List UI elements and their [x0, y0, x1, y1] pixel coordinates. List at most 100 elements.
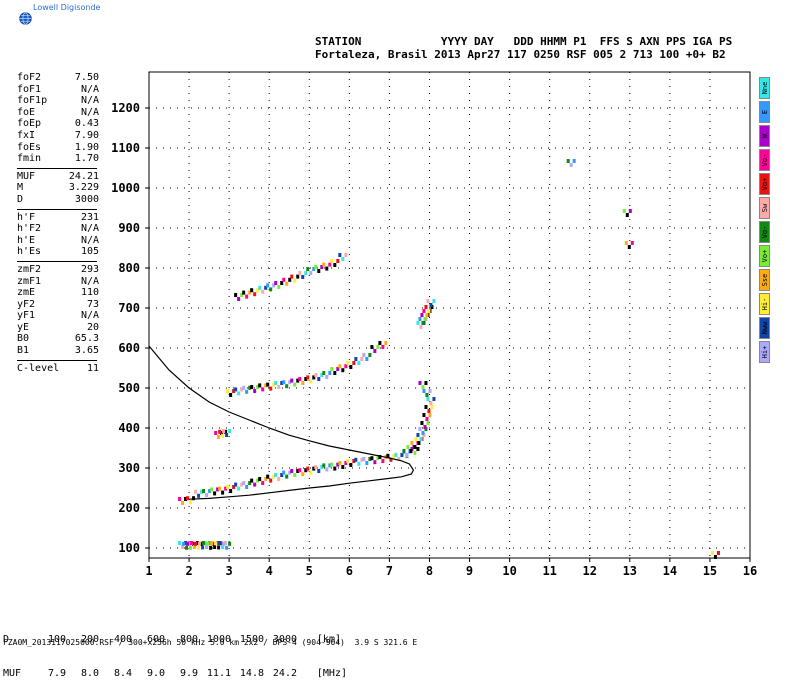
param-label: foF2 [17, 72, 42, 83]
param-row: yE 20 [17, 322, 99, 334]
echo-point [365, 357, 369, 361]
echo-point [204, 541, 208, 546]
echo-point [341, 465, 345, 469]
legend-swatch: E [759, 101, 770, 123]
echo-point [628, 209, 632, 213]
echo-point [277, 385, 281, 389]
param-label: zmF1 [17, 275, 42, 287]
parameter-panel: foF2 7.50 foF1 N/A foF1p N/A foE N/A foEp 0.43 fxI… [17, 72, 99, 374]
echo-point [264, 477, 268, 481]
echo-point [314, 465, 318, 469]
echo-point [218, 429, 222, 434]
echo-point [424, 305, 428, 309]
param-label: foE [17, 106, 36, 118]
echo-point [285, 384, 289, 389]
muf-value: 8.4 [113, 668, 132, 679]
param-value: 24.21 [68, 170, 99, 182]
echo-point [280, 281, 284, 285]
echo-point [245, 294, 249, 299]
param-value: 7.50 [74, 72, 99, 83]
x-tick-label: 8 [426, 564, 433, 578]
echo-point [409, 449, 413, 453]
distance-row: D 100 200 400 600 800 1000 1500 3000 [km… [3, 634, 347, 646]
echo-point [178, 497, 182, 501]
echo-point [193, 545, 197, 549]
echo-point [232, 389, 236, 393]
echo-point [272, 283, 276, 288]
echo-point [344, 364, 348, 369]
echo-point [381, 459, 385, 463]
echo-point [184, 541, 188, 545]
echo-point [376, 345, 380, 349]
echo-point [290, 378, 294, 383]
echo-point [253, 389, 257, 393]
echo-point [360, 457, 364, 462]
legend-swatch: Hi+ [759, 341, 770, 363]
echo-point [282, 470, 286, 475]
echo-point [357, 461, 361, 466]
param-value: 11 [86, 362, 99, 374]
x-tick-label: 10 [502, 564, 516, 578]
echo-point [248, 385, 252, 390]
echo-point [298, 271, 302, 275]
echo-point [266, 283, 270, 288]
echo-point [378, 341, 382, 345]
echo-point [344, 253, 348, 257]
param-row: B1 3.65 [17, 345, 99, 357]
echo-point [421, 385, 425, 389]
param-value: 1.70 [74, 153, 99, 165]
echo-point [242, 290, 246, 295]
echo-point [197, 493, 201, 498]
echo-point [240, 293, 244, 297]
param-label: foF1 [17, 83, 42, 95]
param-value: 7.90 [74, 129, 99, 141]
echo-point [624, 241, 628, 245]
param-label: fxI [17, 129, 36, 141]
muf-row: MUF 7.9 8.0 8.4 9.0 9.9 11.1 14.8 24.2 [… [3, 668, 347, 680]
echo-point [625, 213, 629, 217]
echo-point [194, 489, 198, 494]
echo-point [261, 289, 265, 294]
echo-point [314, 373, 318, 377]
echo-point [414, 437, 418, 441]
echo-point [426, 299, 430, 303]
echo-point [338, 253, 342, 257]
echo-point [630, 241, 634, 245]
param-label: h'F [17, 211, 36, 223]
x-tick-label: 3 [226, 564, 233, 578]
echo-point [352, 361, 356, 365]
echo-point [261, 481, 265, 485]
echo-point [418, 381, 422, 385]
echo-point [354, 357, 358, 361]
muf-value: 9.0 [146, 668, 165, 679]
logo-text: Lowell Digisonde [33, 3, 101, 12]
echo-point [282, 277, 286, 282]
echo-point [413, 451, 417, 455]
echo-point [394, 453, 398, 457]
echo-point [346, 361, 350, 365]
echo-point [214, 541, 218, 546]
param-label: foEp [17, 118, 42, 130]
echo-point [320, 465, 324, 469]
echo-point [282, 380, 286, 385]
echo-point [266, 474, 270, 479]
echo-point [386, 453, 390, 458]
echo-point [245, 485, 249, 489]
param-label: D [17, 193, 24, 205]
y-tick-label: 1000 [111, 181, 140, 195]
param-row: D 3000 [17, 194, 99, 206]
echo-point [205, 545, 209, 549]
echo-point [389, 457, 393, 462]
echo-point [206, 541, 210, 546]
echo-point [192, 496, 196, 501]
echo-point [424, 405, 428, 409]
echo-point [296, 469, 300, 473]
legend-swatch: Vo- [759, 221, 770, 243]
echo-point [226, 389, 230, 393]
muf-value: 24.2 [272, 668, 297, 679]
param-value: 293 [80, 263, 99, 275]
echo-point [428, 389, 432, 393]
param-divider [17, 167, 97, 169]
echo-point [417, 441, 421, 445]
echo-point [213, 545, 217, 549]
